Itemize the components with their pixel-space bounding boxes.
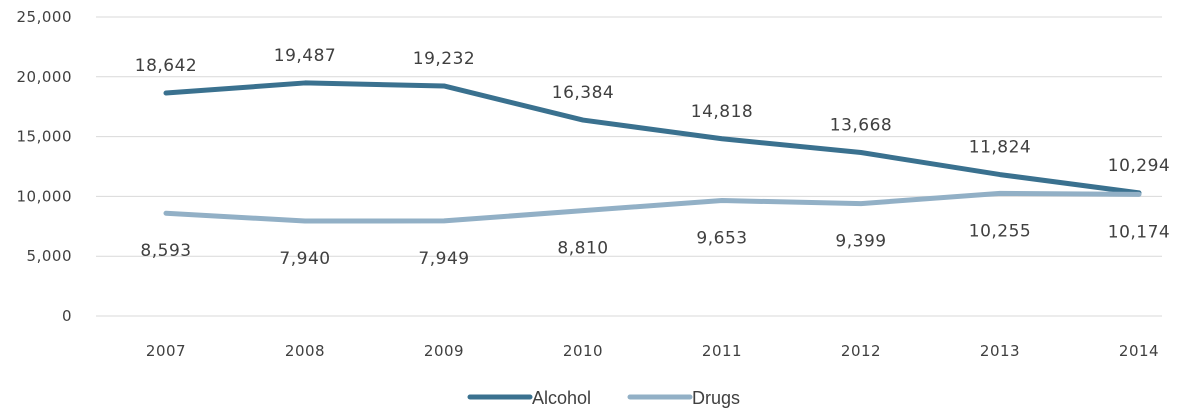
data-label-alcohol: 16,384 — [552, 83, 614, 103]
data-label-drugs: 8,810 — [557, 239, 608, 259]
data-label-alcohol: 11,824 — [969, 138, 1031, 158]
x-axis-tick-labels: 2007 2008 2009 2010 2011 2012 2013 2014 — [146, 342, 1159, 360]
x-tick-label: 2012 — [841, 342, 881, 360]
data-label-drugs: 9,399 — [835, 232, 886, 252]
x-tick-label: 2007 — [146, 342, 186, 360]
y-axis-tick-labels: 0 5,000 10,000 15,000 20,000 25,000 — [17, 8, 73, 325]
legend-label-alcohol: Alcohol — [532, 388, 591, 408]
data-label-alcohol: 10,294 — [1108, 156, 1170, 176]
y-tick-label: 15,000 — [17, 128, 73, 146]
series-line-alcohol — [163, 80, 1142, 196]
data-label-alcohol: 19,232 — [413, 49, 475, 69]
x-tick-label: 2014 — [1119, 342, 1159, 360]
legend: Alcohol Drugs — [467, 388, 740, 408]
y-tick-label: 10,000 — [17, 187, 73, 205]
data-label-drugs: 8,593 — [140, 241, 191, 261]
x-tick-label: 2010 — [563, 342, 603, 360]
series-line-drugs — [163, 190, 1142, 224]
gridlines — [96, 16, 1162, 317]
data-label-alcohol: 13,668 — [830, 116, 892, 136]
y-tick-label: 20,000 — [17, 68, 73, 86]
x-tick-label: 2009 — [424, 342, 464, 360]
data-labels: 18,642 19,487 19,232 16,384 14,818 13,668 11,8… — [135, 46, 1170, 269]
y-tick-label: 5,000 — [27, 247, 72, 265]
data-label-drugs: 7,940 — [279, 249, 330, 269]
x-tick-label: 2013 — [980, 342, 1020, 360]
x-tick-label: 2008 — [285, 342, 325, 360]
data-label-drugs: 7,949 — [418, 249, 469, 269]
y-tick-label: 0 — [62, 307, 72, 325]
x-tick-label: 2011 — [702, 342, 742, 360]
y-tick-label: 25,000 — [17, 8, 73, 26]
series-lines — [163, 80, 1142, 224]
data-label-drugs: 9,653 — [696, 229, 747, 249]
data-label-drugs: 10,255 — [969, 221, 1031, 241]
legend-label-drugs: Drugs — [692, 388, 740, 408]
data-label-drugs: 10,174 — [1108, 222, 1170, 242]
data-label-alcohol: 18,642 — [135, 56, 197, 76]
data-label-alcohol: 19,487 — [274, 46, 336, 66]
data-label-alcohol: 14,818 — [691, 102, 753, 122]
